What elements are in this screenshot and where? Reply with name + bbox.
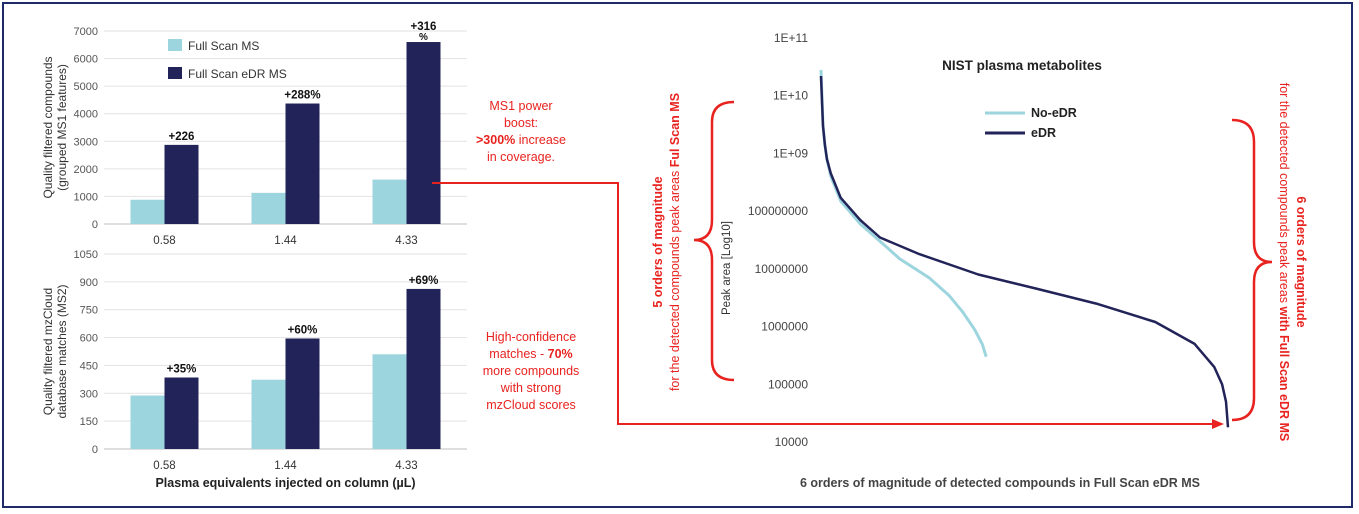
- bar-full-scan: [130, 395, 165, 449]
- series-line-no-edr: [819, 69, 988, 358]
- y-tick-label: 1000: [74, 191, 98, 203]
- ms1-annotation: MS1 power boost: >300% increase in cover…: [476, 99, 566, 164]
- ms1-annotation-line: in coverage.: [487, 150, 555, 164]
- bar-edr: [285, 338, 320, 449]
- y-tick-label: 300: [80, 388, 98, 400]
- ms2-annotation-line: more compounds: [483, 364, 580, 378]
- x-tick-label: 1.44: [274, 235, 297, 247]
- y-tick-label: 0: [92, 219, 98, 231]
- ms1-bar-chart: 0 1000 2000 3000 4000 5000 6000 7000 0.58 +226 1.4…: [41, 21, 467, 247]
- connector-line: [432, 182, 1212, 425]
- y-tick-label: 5000: [74, 81, 98, 93]
- legend-label-edr: eDR: [1031, 126, 1056, 140]
- bar-edr: [406, 288, 441, 449]
- bar-full-scan: [372, 354, 407, 449]
- legend-swatch-edr: [168, 67, 182, 79]
- legend-label-edr: Full Scan eDR MS: [188, 67, 287, 81]
- x-tick-label: 1.44: [274, 460, 297, 472]
- ms2-bar-chart: 0 150 300 450 600 750 900 1050 0.58 +35% 1.44 +60% 4…: [41, 249, 467, 490]
- ms2-annotation-bold: 70%: [548, 347, 573, 361]
- x-tick-label: 4.33: [395, 460, 417, 472]
- bar-data-label: %: [419, 32, 428, 43]
- y-tick-label: 6000: [74, 54, 98, 66]
- figure-frame: [2, 2, 1353, 508]
- x-axis-label: 6 orders of magnitude of detected compou…: [800, 476, 1200, 490]
- y-tick-label: 100000000: [748, 204, 808, 218]
- bar-full-scan: [130, 199, 165, 224]
- legend-label-full-scan: Full Scan MS: [188, 39, 259, 53]
- bar-full-scan: [372, 179, 407, 224]
- y-tick-label: 900: [80, 277, 98, 289]
- bar-full-scan: [251, 192, 286, 224]
- ms1-annotation-bold: >300%: [476, 133, 515, 147]
- x-tick-label: 0.58: [153, 460, 175, 472]
- right-brace-label-line1: 6 orders of magnitude: [1294, 196, 1308, 327]
- x-tick-label: 4.33: [395, 235, 417, 247]
- arrowhead-icon: [1212, 419, 1224, 429]
- ms2-annotation: High-confidence matches - 70% more compo…: [483, 330, 580, 412]
- ms2-annotation-text: matches -: [489, 347, 547, 361]
- y-axis-label: Quality filtered mzCloud: [41, 288, 55, 415]
- bar-data-label: +316: [411, 21, 437, 33]
- y-tick-label: 1E+11: [774, 31, 808, 45]
- bar-data-label: +288%: [284, 90, 320, 102]
- legend-label-no-edr: No-eDR: [1031, 106, 1077, 120]
- y-tick-label: 150: [80, 416, 98, 428]
- left-brace-label-bold: Ful Scan MS: [668, 93, 682, 167]
- bar-edr: [406, 42, 441, 225]
- y-tick-label: 1E+09: [773, 146, 808, 160]
- ms1-annotation-text: increase: [519, 133, 566, 147]
- y-tick-label: 7000: [74, 26, 98, 38]
- y-axis-label: Peak area [Log10]: [721, 221, 733, 315]
- legend-swatch-full-scan: [168, 39, 182, 51]
- x-tick-label: 0.58: [153, 235, 175, 247]
- right-brace-icon: [1231, 118, 1273, 422]
- right-brace-label-line2: for the detected compounds peak areas wi…: [1277, 83, 1291, 442]
- y-tick-label: 2000: [74, 164, 98, 176]
- y-tick-label: 1E+10: [773, 89, 808, 103]
- y-tick-label: 100000: [768, 377, 808, 391]
- left-brace-label-line2: for the detected compounds peak areas Fu…: [668, 93, 682, 391]
- bar-data-label: +69%: [409, 275, 439, 287]
- right-brace-label-text: for the detected compounds peak areas: [1277, 83, 1291, 307]
- bar-data-label: +60%: [288, 325, 318, 337]
- right-brace-label-bold: with Full Scan eDR MS: [1277, 306, 1291, 442]
- left-brace-icon: [693, 100, 735, 382]
- ms2-annotation-line: High-confidence: [486, 330, 576, 344]
- ms2-annotation-line: mzCloud scores: [486, 398, 576, 412]
- ms1-annotation-line: >300% increase: [476, 133, 566, 147]
- left-brace-label-line1: 5 orders of magnitude: [651, 176, 665, 307]
- ms2-annotation-line: with strong: [500, 381, 561, 395]
- y-tick-label: 1050: [74, 249, 98, 261]
- y-tick-label: 3000: [74, 136, 98, 148]
- bar-edr: [164, 144, 199, 224]
- bar-data-label: +226: [169, 131, 195, 143]
- peak-area-line-chart: 1E+11 1E+10 1E+09 100000000 10000000 1000000 1…: [721, 31, 1230, 490]
- ms1-annotation-line: boost:: [504, 116, 538, 130]
- bar-edr: [164, 377, 199, 449]
- y-axis-label: Quality filtered compounds: [41, 56, 55, 198]
- y-axis-label: (grouped MS1 features): [55, 64, 69, 191]
- bar-edr: [285, 103, 320, 224]
- left-brace-label-text: for the detected compounds peak areas: [668, 167, 682, 391]
- y-axis-label: database matches (MS2): [55, 284, 69, 418]
- y-tick-label: 10000: [775, 435, 809, 449]
- connector-arrow: [432, 182, 1224, 429]
- bar-full-scan: [251, 379, 286, 449]
- y-tick-label: 1000000: [761, 320, 808, 334]
- y-tick-label: 750: [80, 305, 98, 317]
- bar-data-label: +35%: [167, 364, 197, 376]
- y-tick-label: 10000000: [755, 262, 809, 276]
- ms2-annotation-line: matches - 70%: [489, 347, 572, 361]
- y-tick-label: 600: [80, 333, 98, 345]
- y-tick-label: 0: [92, 444, 98, 456]
- chart-title: NIST plasma metabolites: [942, 58, 1102, 73]
- ms1-annotation-line: MS1 power: [489, 99, 552, 113]
- x-axis-label: Plasma equivalents injected on column (µ…: [155, 476, 415, 490]
- y-tick-label: 450: [80, 360, 98, 372]
- series-line-edr: [819, 75, 1230, 428]
- y-tick-label: 4000: [74, 109, 98, 121]
